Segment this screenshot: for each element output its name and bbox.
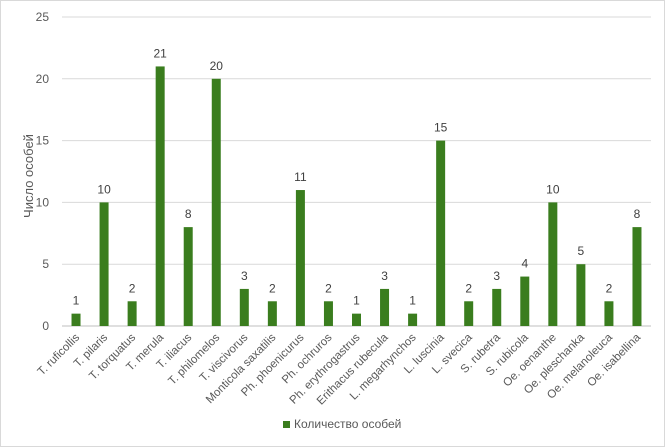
data-label: 3 bbox=[241, 269, 248, 283]
data-label: 8 bbox=[185, 207, 192, 221]
y-tick-label: 15 bbox=[36, 134, 50, 148]
bar bbox=[492, 288, 502, 326]
data-label: 4 bbox=[521, 257, 528, 271]
bar bbox=[71, 313, 81, 326]
data-label: 2 bbox=[269, 281, 276, 295]
data-label: 5 bbox=[578, 244, 585, 258]
data-label: 2 bbox=[129, 281, 136, 295]
bar bbox=[436, 140, 446, 326]
y-tick-label: 10 bbox=[36, 195, 50, 209]
data-label: 2 bbox=[465, 281, 472, 295]
bar bbox=[576, 264, 586, 326]
y-axis-ticks: 0 5 10 15 20 25 bbox=[36, 10, 50, 333]
bars bbox=[71, 66, 642, 326]
data-label: 20 bbox=[210, 59, 224, 73]
y-tick-label: 0 bbox=[42, 319, 49, 333]
data-label: 8 bbox=[634, 207, 641, 221]
data-label: 2 bbox=[606, 281, 613, 295]
data-label: 3 bbox=[381, 269, 388, 283]
data-label: 1 bbox=[73, 294, 80, 308]
bar bbox=[183, 227, 193, 326]
data-label: 2 bbox=[325, 281, 332, 295]
data-label: 15 bbox=[434, 121, 448, 135]
bar bbox=[408, 313, 418, 326]
bar bbox=[211, 78, 221, 326]
y-tick-label: 5 bbox=[42, 257, 49, 271]
data-label: 21 bbox=[153, 46, 167, 60]
legend-entry: Количество особей bbox=[294, 417, 401, 431]
data-label: 3 bbox=[493, 269, 500, 283]
data-label: 1 bbox=[353, 294, 360, 308]
data-label: 10 bbox=[546, 182, 560, 196]
bar bbox=[155, 66, 165, 326]
data-label: 1 bbox=[409, 294, 416, 308]
legend: Количество особей bbox=[283, 417, 401, 431]
bar bbox=[548, 202, 558, 326]
legend-swatch bbox=[283, 421, 290, 428]
bar bbox=[323, 301, 333, 326]
bar bbox=[380, 288, 390, 326]
bar bbox=[604, 301, 614, 326]
bar bbox=[352, 313, 361, 326]
bar bbox=[239, 288, 249, 326]
gridlines bbox=[62, 16, 651, 327]
data-label: 10 bbox=[97, 182, 111, 196]
bar bbox=[267, 301, 277, 326]
bar bbox=[127, 301, 137, 326]
y-tick-label: 20 bbox=[36, 72, 50, 86]
bar bbox=[99, 202, 109, 326]
bar bbox=[295, 190, 305, 326]
bar bbox=[464, 301, 474, 326]
y-axis-label: Число особей bbox=[21, 134, 36, 218]
x-category-label: T. ruficollis bbox=[36, 331, 83, 378]
bar bbox=[632, 227, 642, 326]
bar bbox=[520, 276, 530, 326]
data-label: 11 bbox=[294, 170, 307, 184]
y-tick-label: 25 bbox=[36, 10, 50, 24]
